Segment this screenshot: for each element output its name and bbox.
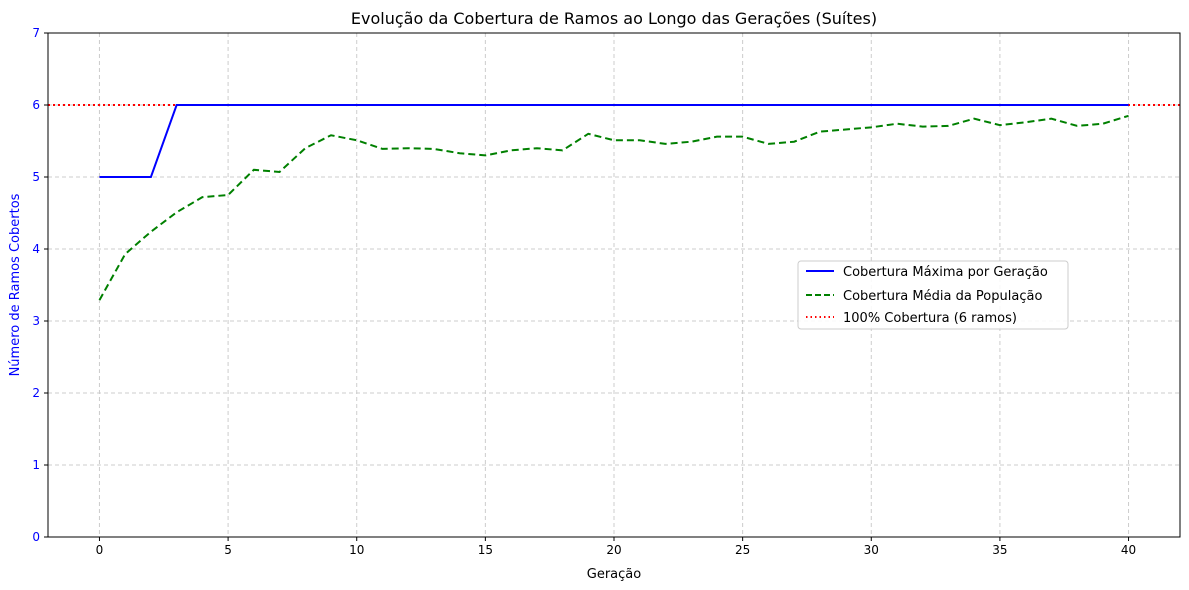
y-tick-label: 2 [32, 386, 40, 400]
x-tick-label: 0 [96, 543, 104, 557]
y-tick-label: 7 [32, 26, 40, 40]
y-tick-label: 5 [32, 170, 40, 184]
x-tick-label: 20 [606, 543, 621, 557]
x-tick-label: 5 [224, 543, 232, 557]
y-tick-label: 6 [32, 98, 40, 112]
legend-label-max: Cobertura Máxima por Geração [843, 265, 1048, 280]
series-line-mean [98, 114, 1129, 301]
legend-box [797, 260, 1069, 330]
y-tick-label: 1 [32, 458, 40, 472]
x-tick-label: 40 [1121, 543, 1136, 557]
y-tick-label: 0 [32, 530, 40, 544]
x-tick-label: 35 [992, 543, 1007, 557]
y-axis-label: Número de Ramos Cobertos [8, 193, 23, 376]
legend-label-reference: 100% Cobertura (6 ramos) [843, 311, 1017, 326]
y-tick-label: 3 [32, 314, 40, 328]
chart-title: Evolução da Cobertura de Ramos ao Longo … [351, 9, 877, 28]
x-axis-label: Geração [587, 567, 641, 582]
legend-label-mean: Cobertura Média da População [843, 289, 1042, 304]
x-tick-label: 25 [735, 543, 750, 557]
plot-frame [47, 32, 1181, 538]
x-axis-ticks: 0 5 10 15 20 25 30 35 40 [96, 537, 1136, 557]
x-tick-label: 15 [478, 543, 493, 557]
series-line-max [99, 104, 1129, 178]
y-axis-ticks: 0 1 2 3 4 5 6 7 [32, 26, 48, 544]
legend: Cobertura Máxima por Geração Cobertura M… [797, 260, 1069, 330]
x-tick-label: 10 [349, 543, 364, 557]
gridlines [48, 33, 1180, 537]
data-lines [48, 104, 1180, 301]
x-tick-label: 30 [864, 543, 879, 557]
y-tick-label: 4 [32, 242, 40, 256]
